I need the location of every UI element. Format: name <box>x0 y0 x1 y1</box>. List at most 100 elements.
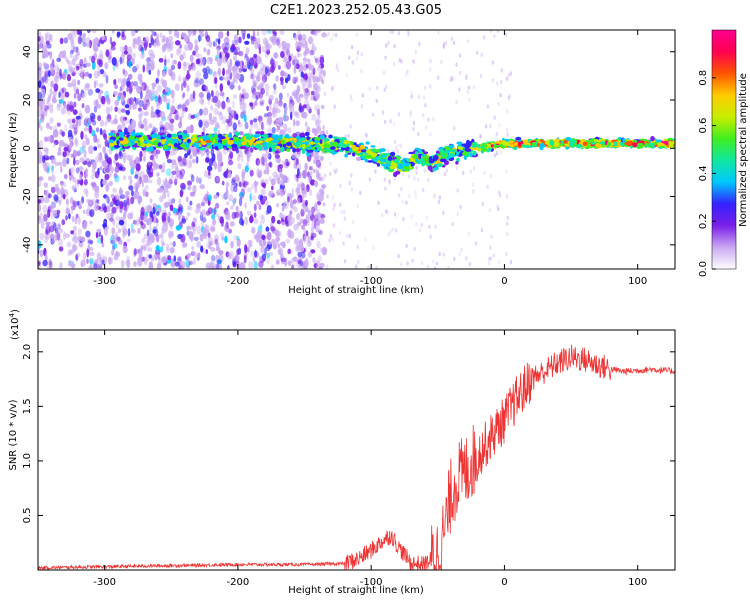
spectrogram-noise-cell <box>260 188 266 196</box>
spectrogram-noise-cell <box>253 53 258 59</box>
spectrogram-noise-cell <box>199 108 203 116</box>
spectrogram-noise-cell <box>248 57 255 67</box>
spectrogram-noise-cell <box>227 169 231 176</box>
spectrogram-noise-cell <box>222 56 228 64</box>
spectrogram-noise-cell <box>95 231 99 239</box>
spectrogram-noise-cell <box>256 200 260 206</box>
spectrogram-noise-cell <box>423 85 427 91</box>
spectrogram-noise-cell <box>69 68 73 74</box>
spectrogram-noise-cell <box>179 44 182 49</box>
spectrogram-noise-cell <box>45 32 48 42</box>
spectrogram-noise-cell <box>113 118 118 125</box>
spectrogram-noise-cell <box>182 51 186 59</box>
spectrogram-noise-cell <box>230 205 234 210</box>
spectrogram-noise-cell <box>186 148 191 156</box>
spectrogram-noise-cell <box>187 185 192 191</box>
spectrogram-noise-cell <box>234 46 241 52</box>
spectrogram-noise-cell <box>132 52 137 59</box>
spectrogram-noise-cell <box>127 46 133 56</box>
spectrogram-noise-cell <box>355 56 358 61</box>
spectrogram-noise-cell <box>465 73 468 79</box>
spectrogram-noise-cell <box>251 94 257 99</box>
spectrogram-noise-cell <box>381 110 385 115</box>
spectrogram-noise-cell <box>221 100 226 110</box>
spectrogram-noise-cell <box>155 109 160 115</box>
spectrogram-signal-cell <box>337 143 343 148</box>
spectrogram-noise-cell <box>318 193 324 202</box>
spectrogram-noise-cell <box>295 157 299 167</box>
spectrogram-noise-cell <box>332 33 335 38</box>
spectrogram-signal-cell <box>108 132 115 136</box>
spectrogram-noise-cell <box>207 232 211 239</box>
spectrogram-noise-cell <box>104 139 109 147</box>
spectrogram-noise-cell <box>398 193 401 198</box>
spectrogram-noise-cell <box>112 90 118 96</box>
spectrogram-noise-cell <box>115 193 119 201</box>
spectrogram-noise-cell <box>132 41 136 48</box>
spectrogram-noise-cell <box>465 256 468 261</box>
spectrogram-signal-cell <box>228 134 232 138</box>
spectrogram-noise-cell <box>66 157 70 165</box>
spectrogram-noise-cell <box>52 142 56 148</box>
spectrogram-noise-cell <box>296 197 301 204</box>
spectrogram-noise-cell <box>48 94 52 99</box>
spectrogram-noise-cell <box>440 59 443 65</box>
spectrogram-noise-cell <box>154 163 159 168</box>
spectrogram-noise-cell <box>59 262 63 269</box>
spectrogram-noise-cell <box>132 37 137 44</box>
spectrogram-noise-cell <box>103 226 108 236</box>
spectrogram-noise-cell <box>190 225 194 230</box>
spectrogram-noise-cell <box>61 219 66 226</box>
spectrogram-noise-cell <box>59 87 65 94</box>
spectrogram-noise-cell <box>59 37 64 45</box>
spectrogram-noise-cell <box>181 32 185 38</box>
spectrogram-noise-cell <box>334 169 337 174</box>
spectrogram-noise-cell <box>266 205 272 214</box>
spectrogram-noise-cell <box>194 253 201 259</box>
spectrogram-noise-cell <box>143 156 146 162</box>
spectrogram-noise-cell <box>296 30 302 37</box>
spectrogram-noise-cell <box>195 70 201 80</box>
spectrogram-noise-cell <box>190 114 196 119</box>
spectrogram-noise-cell <box>176 31 180 39</box>
spectrogram-noise-cell <box>48 33 53 41</box>
spectrogram-noise-cell <box>51 159 56 165</box>
spectrogram-noise-cell <box>343 216 346 221</box>
spectrogram-noise-cell <box>120 194 126 200</box>
spectrogram-noise-cell <box>489 245 492 250</box>
spectrogram-noise-cell <box>383 87 386 93</box>
spectrogram-noise-cell <box>244 53 248 58</box>
spectrogram-signal-cell <box>328 134 333 139</box>
spectrogram-noise-cell <box>167 255 172 261</box>
spectrogram-noise-cell <box>299 62 303 68</box>
spectrogram-noise-cell <box>127 124 133 134</box>
spectrogram-signal-cell <box>187 138 191 144</box>
spectrogram-noise-cell <box>172 198 176 204</box>
spectrogram-noise-cell <box>189 54 194 63</box>
spectrogram-noise-cell <box>144 125 149 131</box>
spectrogram-noise-cell <box>72 46 78 53</box>
spectrogram-noise-cell <box>123 175 127 181</box>
spectrogram-noise-cell <box>238 210 242 220</box>
spectrogram-noise-cell <box>194 77 200 84</box>
spectrogram-noise-cell <box>196 112 200 117</box>
spectrogram-noise-cell <box>168 30 172 35</box>
spectrogram-signal-cell <box>668 140 672 145</box>
spectrogram-noise-cell <box>169 224 173 231</box>
spectrogram-noise-cell <box>479 134 482 139</box>
spectrogram-noise-cell <box>205 149 210 155</box>
spectrogram-noise-cell <box>350 45 354 50</box>
spectrogram-noise-cell <box>381 212 384 218</box>
spectrogram-noise-cell <box>296 212 301 221</box>
spectrogram-noise-cell <box>274 154 280 159</box>
spectrogram-noise-cell <box>414 190 417 195</box>
spectrogram-noise-cell <box>505 127 509 132</box>
spectrogram-noise-cell <box>315 57 319 65</box>
spectrogram-noise-cell <box>486 104 490 109</box>
spectrogram-noise-cell <box>58 228 64 234</box>
spectrogram-noise-cell <box>103 164 108 169</box>
spectrogram-signal-cell <box>204 140 212 143</box>
spectrogram-noise-cell <box>51 236 55 245</box>
spectrogram-noise-cell <box>161 44 166 53</box>
spectrogram-noise-cell <box>130 196 135 205</box>
